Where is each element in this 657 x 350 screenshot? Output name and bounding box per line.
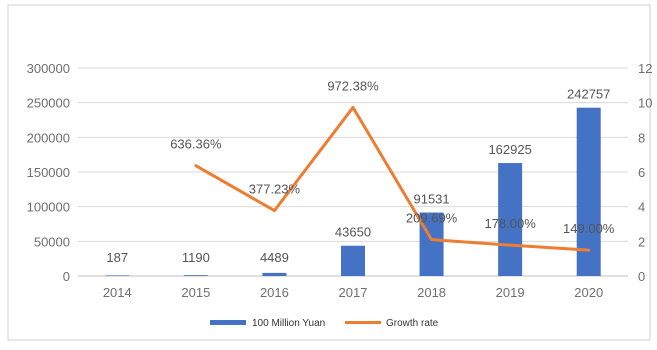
x-tick-label: 2020: [574, 285, 603, 300]
bar: [341, 245, 365, 276]
left-tick-label: 0: [63, 269, 70, 284]
bar-data-labels: 187 1190 4489 43650 91531 162925 242757: [106, 87, 610, 265]
left-axis-ticks: 0 50000 100000 150000 200000 250000 300000: [27, 61, 70, 284]
bar-data-label: 162925: [488, 142, 531, 157]
right-tick-label: 2: [638, 234, 645, 249]
right-tick-label: 6: [638, 165, 645, 180]
line-data-label: 972.38%: [327, 78, 379, 93]
bar-data-label: 1190: [182, 250, 210, 265]
line-data-label: 636.36%: [170, 137, 222, 152]
line-data-label: 178.00%: [484, 216, 536, 231]
x-tick-label: 2017: [339, 285, 368, 300]
bar: [183, 275, 208, 276]
gridlines: [78, 67, 628, 277]
right-tick-label: 0: [638, 269, 645, 284]
bar: [576, 107, 601, 276]
x-axis-ticks: 2014 2015 2016 2017 2018 2019 2020: [103, 285, 603, 300]
bar-data-label: 91531: [413, 192, 449, 207]
x-tick-label: 2019: [496, 285, 525, 300]
legend-label-line: Growth rate: [386, 318, 439, 329]
right-tick-label: 10: [638, 96, 652, 111]
bar: [419, 212, 444, 276]
bar-data-label: 242757: [567, 87, 610, 102]
bar-series: [105, 107, 601, 276]
bar-data-label: 187: [106, 250, 128, 265]
bar: [498, 163, 523, 276]
bar: [262, 272, 287, 276]
bar-data-label: 43650: [335, 225, 371, 240]
growth-rate-line: [194, 105, 591, 252]
right-tick-label: 12: [638, 61, 652, 76]
line-data-label: 377.23%: [249, 182, 301, 197]
left-tick-label: 250000: [27, 96, 70, 111]
legend-swatch-bars: [210, 320, 246, 325]
line-data-labels: 636.36% 377.23% 972.38% 209.69% 178.00% 149.0…: [170, 78, 615, 236]
left-tick-label: 150000: [27, 165, 70, 180]
bar-data-label: 4489: [260, 250, 289, 265]
x-tick-label: 2015: [181, 285, 210, 300]
right-tick-label: 4: [638, 200, 645, 215]
left-tick-label: 200000: [27, 130, 70, 145]
bar: [105, 275, 130, 276]
left-tick-label: 100000: [27, 200, 70, 215]
right-tick-label: 8: [638, 130, 645, 145]
x-tick-label: 2016: [260, 285, 289, 300]
left-tick-label: 300000: [27, 61, 70, 76]
line-data-label: 149.00%: [563, 221, 615, 236]
right-axis-ticks: 0 2 4 6 8 10 12: [638, 61, 652, 284]
line-data-label: 209.69%: [406, 211, 458, 226]
x-tick-label: 2018: [417, 285, 446, 300]
left-tick-label: 50000: [34, 234, 70, 249]
x-tick-label: 2014: [103, 285, 132, 300]
legend: 100 Million Yuan Growth rate: [210, 318, 439, 329]
legend-label-bars: 100 Million Yuan: [252, 318, 325, 329]
line-series: [194, 105, 591, 252]
